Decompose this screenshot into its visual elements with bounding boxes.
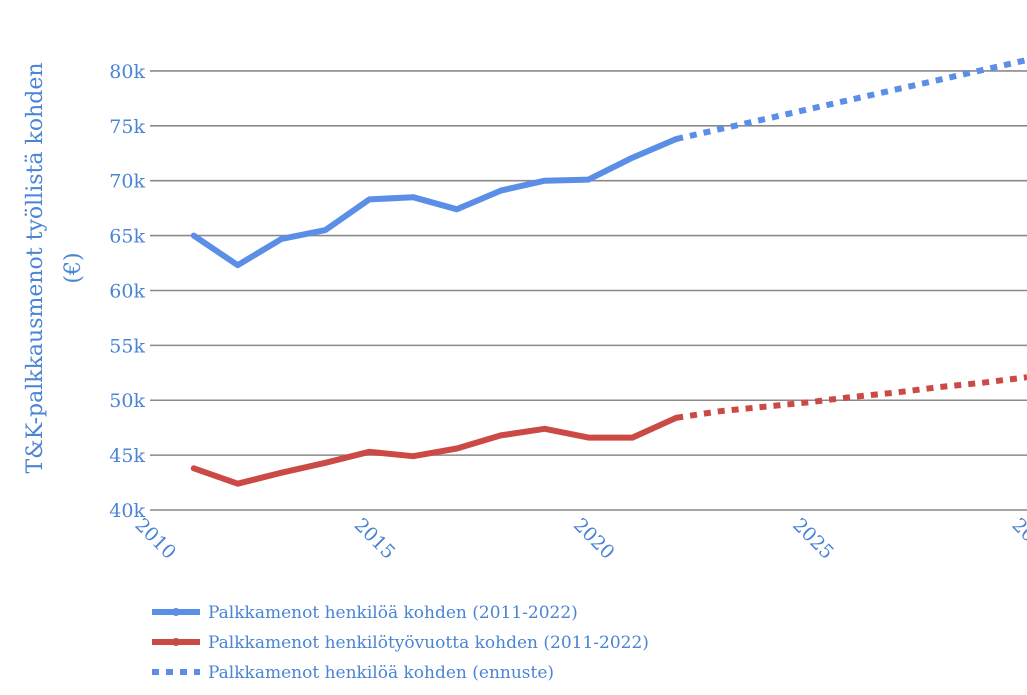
series-line-2 <box>190 414 680 487</box>
data-point <box>366 196 372 202</box>
data-point <box>279 470 285 476</box>
legend-label: Palkkamenot henkilöä kohden (2011-2022) <box>208 603 578 623</box>
data-point <box>498 432 504 438</box>
x-tick-label: 2025 <box>788 514 838 564</box>
legend-label: Palkkamenot henkilöä kohden (ennuste) <box>208 663 554 683</box>
legend-marker <box>172 608 180 616</box>
data-point <box>235 262 241 268</box>
y-tick-label: 40k <box>109 500 145 522</box>
data-point <box>454 446 460 452</box>
y-tick-label: 70k <box>109 171 145 193</box>
x-tick-label: 2020 <box>569 514 619 564</box>
series-line-3 <box>675 57 1027 142</box>
data-point <box>542 426 548 432</box>
data-point <box>454 206 460 212</box>
y-axis-ticks: 40k 45k 50k 55k 60k 65k 70k 75k 80k <box>109 61 145 522</box>
data-point <box>410 194 416 200</box>
data-point <box>279 236 285 242</box>
x-axis-ticks: 2010 2015 2020 2025 2030 <box>130 514 1027 564</box>
data-point <box>235 481 241 487</box>
y-tick-label: 50k <box>109 390 145 412</box>
legend-label: Palkkamenot henkilötyövuotta kohden (201… <box>208 633 649 653</box>
grid-lines <box>150 70 1027 511</box>
x-tick-label: 2030 <box>1007 514 1027 564</box>
y-tick-label: 75k <box>109 116 145 138</box>
y-tick-label: 60k <box>109 280 145 302</box>
data-point <box>629 435 635 441</box>
y-tick-label: 80k <box>109 61 145 83</box>
data-point <box>191 465 197 471</box>
data-point <box>586 435 591 441</box>
y-axis-label: T&K-palkkausmenot työllistä kohden <box>23 62 48 473</box>
data-point <box>629 155 635 161</box>
series-line-1 <box>190 136 680 269</box>
data-point <box>410 453 416 459</box>
y-tick-label: 65k <box>109 226 145 248</box>
data-point <box>498 188 504 194</box>
data-point <box>366 449 372 455</box>
legend-marker <box>172 638 180 646</box>
series-lines <box>190 57 1027 487</box>
y-tick-label: 55k <box>109 335 145 357</box>
legend: Palkkamenot henkilöä kohden (2011-2022) P… <box>152 603 649 683</box>
data-point <box>542 178 548 184</box>
data-point <box>322 460 328 466</box>
y-tick-label: 45k <box>109 445 145 467</box>
series-line-4 <box>675 374 1027 421</box>
x-tick-label: 2010 <box>130 514 180 564</box>
y-axis-label-unit: (€) <box>61 252 86 283</box>
data-point <box>586 177 591 183</box>
x-tick-label: 2015 <box>350 514 400 564</box>
data-point <box>322 227 328 233</box>
data-point <box>191 233 197 239</box>
